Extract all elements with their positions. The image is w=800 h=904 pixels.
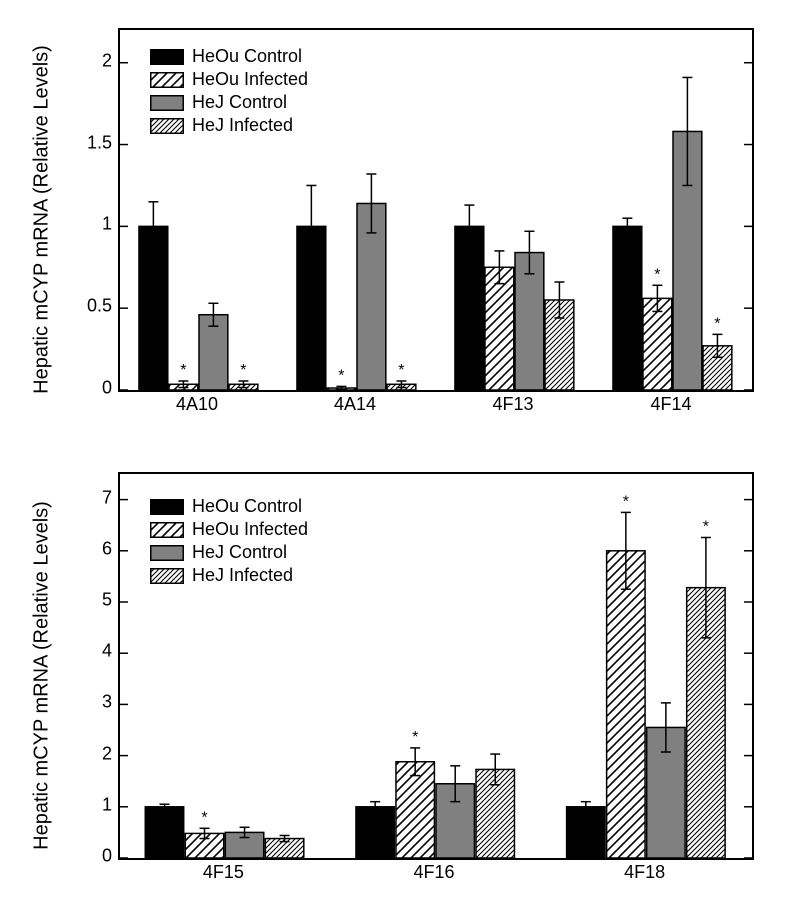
legend-swatch	[150, 545, 184, 561]
legend-swatch	[150, 49, 184, 65]
ytick-label: 2	[0, 50, 112, 71]
svg-text:*: *	[338, 367, 344, 384]
ytick-label: 1	[0, 214, 112, 235]
ytick-label: 6	[0, 538, 112, 559]
ytick-label: 0	[0, 378, 112, 399]
legend-label: HeJ Control	[192, 92, 287, 113]
ytick-label: 5	[0, 590, 112, 611]
svg-text:*: *	[623, 493, 629, 510]
legend-item: HeJ Control	[150, 542, 308, 563]
ytick-label: 0	[0, 846, 112, 867]
svg-text:*: *	[201, 809, 207, 826]
svg-text:*: *	[240, 362, 246, 379]
legend-swatch	[150, 95, 184, 111]
xtick-label: 4F13	[492, 394, 533, 415]
xtick-label: 4F18	[624, 862, 665, 883]
xtick-label: 4A14	[334, 394, 376, 415]
legend-label: HeOu Infected	[192, 519, 308, 540]
legend-label: HeJ Infected	[192, 115, 293, 136]
bottom-panel-frame: * * * * HeOu ControlHeOu InfectedHeJ Contro…	[118, 472, 754, 860]
figure: ****** HeOu ControlHeOu InfectedHeJ Cont…	[0, 0, 800, 904]
legend-item: HeJ Infected	[150, 565, 308, 586]
legend-item: HeJ Control	[150, 92, 308, 113]
ytick-label: 2	[0, 743, 112, 764]
legend-label: HeJ Control	[192, 542, 287, 563]
svg-text:*: *	[398, 362, 404, 379]
legend-swatch	[150, 568, 184, 584]
legend-label: HeJ Infected	[192, 565, 293, 586]
svg-text:*: *	[412, 729, 418, 746]
legend-item: HeJ Infected	[150, 115, 308, 136]
top-legend: HeOu ControlHeOu InfectedHeJ ControlHeJ …	[144, 40, 314, 142]
legend-item: HeOu Infected	[150, 69, 308, 90]
xtick-label: 4F16	[413, 862, 454, 883]
legend-item: HeOu Control	[150, 46, 308, 67]
top-panel-frame: * * * * * * HeOu ControlHeOu InfectedHeJ Cont…	[118, 28, 754, 392]
svg-text:*: *	[714, 315, 720, 332]
xtick-label: 4A10	[176, 394, 218, 415]
ytick-label: 3	[0, 692, 112, 713]
legend-item: HeOu Control	[150, 496, 308, 517]
xtick-label: 4F15	[203, 862, 244, 883]
ytick-label: 4	[0, 641, 112, 662]
legend-swatch	[150, 499, 184, 515]
legend-swatch	[150, 118, 184, 134]
xtick-label: 4F14	[650, 394, 691, 415]
ytick-label: 1.5	[0, 132, 112, 153]
ytick-label: 1	[0, 794, 112, 815]
svg-text:*: *	[180, 362, 186, 379]
bottom-legend: HeOu ControlHeOu InfectedHeJ ControlHeJ …	[144, 490, 314, 592]
legend-item: HeOu Infected	[150, 519, 308, 540]
svg-text:*: *	[703, 518, 709, 535]
ytick-label: 0.5	[0, 296, 112, 317]
legend-swatch	[150, 72, 184, 88]
svg-text:*: *	[654, 266, 660, 283]
ytick-label: 7	[0, 487, 112, 508]
legend-label: HeOu Control	[192, 496, 302, 517]
legend-label: HeOu Control	[192, 46, 302, 67]
legend-swatch	[150, 522, 184, 538]
legend-label: HeOu Infected	[192, 69, 308, 90]
